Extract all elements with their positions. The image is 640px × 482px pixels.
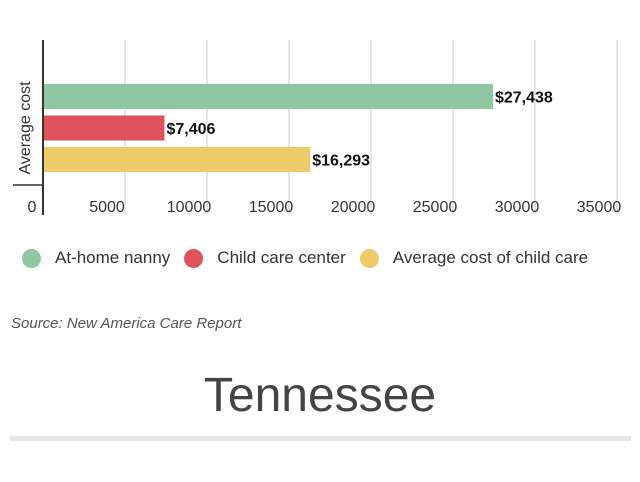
x-tick-label: 35000 bbox=[577, 199, 622, 216]
bar bbox=[44, 84, 493, 109]
legend-item-nanny: At-home nanny bbox=[22, 248, 170, 268]
bar bbox=[44, 115, 165, 141]
x-tick-label: 5000 bbox=[89, 199, 125, 216]
x-tick-label: 30000 bbox=[495, 199, 540, 216]
legend-label: Average cost of child care bbox=[392, 248, 589, 267]
legend-label: Child care center bbox=[217, 248, 346, 267]
gridlines bbox=[124, 40, 618, 215]
state-title: Tennessee bbox=[203, 369, 437, 422]
y-axis-label: Average cost bbox=[17, 81, 34, 175]
legend: At-home nanny Child care center Average … bbox=[22, 248, 602, 268]
x-tick-label: 25000 bbox=[413, 199, 458, 216]
data-label: $7,406 bbox=[166, 121, 215, 138]
legend-marker bbox=[22, 248, 41, 268]
legend-marker bbox=[359, 248, 379, 268]
legend-item-average: Average cost of child care bbox=[359, 248, 589, 268]
x-tick-label: 20000 bbox=[331, 199, 376, 216]
bar-chart: $27,438 $7,406 $16,293 0 5000 10000 15000 2000… bbox=[13, 40, 622, 216]
x-tick-label: 15000 bbox=[249, 199, 294, 216]
legend-label: At-home nanny bbox=[55, 248, 171, 267]
divider bbox=[10, 436, 631, 441]
bar bbox=[44, 147, 311, 172]
data-label: $27,438 bbox=[495, 90, 553, 107]
legend-item-center: Child care center bbox=[184, 248, 346, 268]
data-label: $16,293 bbox=[312, 153, 370, 170]
bars bbox=[44, 84, 493, 172]
x-tick-label: 0 bbox=[28, 199, 37, 216]
x-tick-labels: 0 5000 10000 15000 20000 25000 30000 35000 bbox=[28, 199, 622, 216]
data-labels: $27,438 $7,406 $16,293 bbox=[166, 90, 552, 170]
x-tick-label: 10000 bbox=[167, 199, 212, 216]
legend-marker bbox=[184, 248, 204, 268]
source-note: Source: New America Care Report bbox=[11, 315, 242, 332]
